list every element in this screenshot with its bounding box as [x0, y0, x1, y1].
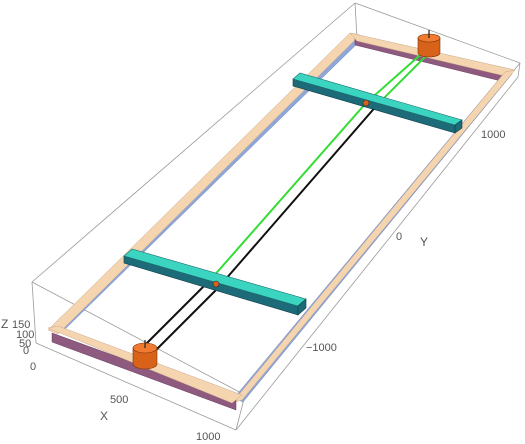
x-tick-label: 500: [110, 394, 128, 406]
cable-black: [151, 287, 219, 355]
box-edge: [31, 281, 246, 396]
crossbar-lower: [123, 248, 307, 316]
box-edge: [31, 2, 356, 283]
cables: [139, 47, 433, 355]
y-tick-label: 1000: [481, 129, 505, 141]
cable-black: [217, 103, 379, 289]
z-axis: 150 100 50 0 Z: [1, 317, 34, 357]
x-axis: 0 500 1000 X: [30, 361, 220, 443]
crossbar-upper-top: [292, 72, 463, 126]
cable-green: [211, 102, 367, 279]
y-axis: 1000 0 −1000 Y: [306, 129, 505, 354]
z-tick-label: 150: [12, 319, 30, 331]
box-edge: [354, 2, 521, 64]
z-tick-label: 50: [19, 338, 31, 350]
crossbar-upper-side: [292, 78, 456, 134]
crossbar-lower-top: [123, 248, 307, 307]
cable-green: [365, 47, 429, 104]
motor-top: [417, 30, 441, 58]
pulley-lower: [212, 280, 220, 288]
bounding-box-front: [35, 76, 519, 431]
pulley-upper: [362, 99, 370, 107]
box-edge: [235, 76, 519, 431]
motor-top-body: [417, 37, 441, 58]
cable-green: [377, 49, 433, 105]
z-axis-label: Z: [1, 317, 8, 331]
crossbar-upper: [292, 72, 463, 134]
box-edge: [517, 62, 521, 78]
x-tick-label: 1000: [196, 431, 220, 443]
y-axis-label: Y: [420, 235, 428, 249]
crossbar-upper-end: [454, 119, 463, 134]
box-edge: [35, 342, 237, 431]
motor-bottom: [132, 340, 158, 370]
rail-frame: [47, 32, 516, 411]
y-tick-label: 0: [396, 231, 402, 243]
box-edge: [354, 2, 358, 39]
z-tick-label: 100: [16, 329, 34, 341]
x-axis-label: X: [100, 409, 108, 423]
y-tick-label: −1000: [306, 342, 337, 354]
x-tick-label: 0: [30, 361, 36, 373]
crossbar-lower-side: [123, 255, 299, 316]
z-tick-label: 0: [23, 345, 29, 357]
motor-bottom-body: [132, 347, 158, 370]
rail-right-top: [231, 69, 516, 404]
box-edge: [31, 281, 37, 344]
crossbar-lower-end: [297, 298, 307, 316]
cable-black: [139, 277, 213, 351]
